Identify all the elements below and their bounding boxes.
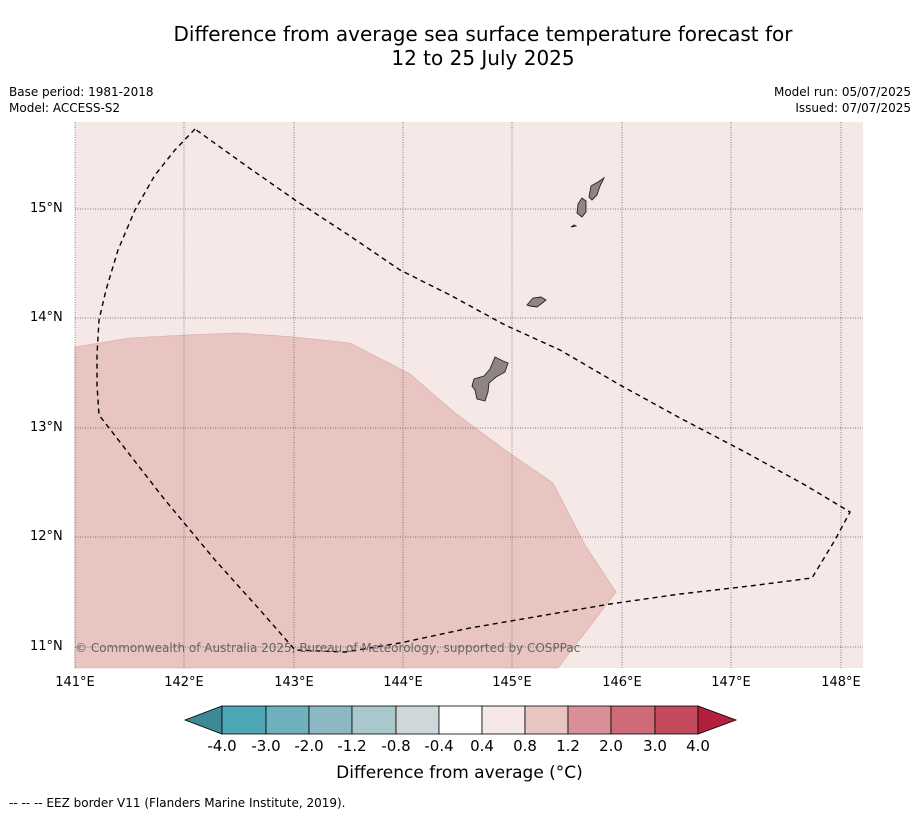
eez-border (96, 128, 851, 653)
colorbar-bin-2 (265, 705, 310, 735)
lat-label-15n: 15°N (30, 201, 63, 216)
colorbar-bin-3 (308, 705, 353, 735)
colorbar-tick: 0.4 (470, 737, 494, 755)
lon-label-143e: 143°E (274, 675, 314, 690)
colorbar-tick: 3.0 (643, 737, 667, 755)
colorbar-bin-4 (351, 705, 397, 735)
lon-label-146e: 146°E (602, 675, 642, 690)
lat-label-11n: 11°N (30, 639, 63, 654)
colorbar (183, 705, 738, 735)
lon-label-147e: 147°E (711, 675, 751, 690)
issued-date: Issued: 07/07/2025 (795, 101, 911, 115)
lon-label-148e: 148°E (821, 675, 861, 690)
colorbar-label: Difference from average (°C) (336, 763, 583, 783)
base-period: Base period: 1981-2018 (9, 85, 154, 99)
aguijan-islet (570, 224, 578, 228)
lon-label-145e: 145°E (492, 675, 532, 690)
colorbar-tick: -0.8 (381, 737, 411, 755)
colorbar-tick: 1.2 (556, 737, 580, 755)
title-line-2: 12 to 25 July 2025 (391, 46, 575, 70)
warm-anomaly-region (74, 332, 617, 669)
title-line-1: Difference from average sea surface temp… (173, 22, 793, 46)
tinian-island (576, 197, 587, 218)
model-run: Model run: 05/07/2025 (773, 85, 911, 99)
colorbar-bin-9 (567, 705, 612, 735)
eez-footnote: -- -- -- EEZ border V11 (Flanders Marine… (9, 796, 346, 810)
colorbar-tick: -0.4 (424, 737, 454, 755)
copyright-notice: © Commonwealth of Australia 2025, Bureau… (75, 641, 581, 655)
meta-left: Base period: 1981-2018 Model: ACCESS-S2 (9, 84, 154, 116)
colorbar-tick: 0.8 (513, 737, 537, 755)
colorbar-tick: -2.0 (294, 737, 324, 755)
guam-island (471, 356, 509, 402)
colorbar-tick: -1.2 (337, 737, 367, 755)
colorbar-bin-11 (654, 705, 699, 735)
lat-label-12n: 12°N (30, 529, 63, 544)
colorbar-bin-5 (395, 705, 440, 735)
lat-label-13n: 13°N (30, 420, 63, 435)
colorbar-tick: 2.0 (599, 737, 623, 755)
meta-right: Model run: 05/07/2025 Issued: 07/07/2025 (774, 84, 911, 116)
colorbar-bin-10 (610, 705, 656, 735)
lon-label-142e: 142°E (164, 675, 204, 690)
colorbar-over-arrow (697, 705, 738, 735)
map-title: Difference from average sea surface temp… (60, 22, 906, 70)
islands (471, 176, 606, 402)
model-name: Model: ACCESS-S2 (9, 101, 121, 115)
colorbar-bin-6 (438, 705, 483, 735)
colorbar-bin-1 (221, 705, 267, 735)
rota-island (526, 296, 547, 308)
gridlines (74, 122, 863, 668)
colorbar-tick: 4.0 (686, 737, 710, 755)
colorbar-under-arrow (183, 705, 223, 735)
lon-label-144e: 144°E (383, 675, 423, 690)
saipan-island (588, 176, 606, 201)
colorbar-bin-7 (481, 705, 526, 735)
lon-label-141e: 141°E (55, 675, 95, 690)
lat-label-14n: 14°N (30, 310, 63, 325)
colorbar-tick: -4.0 (207, 737, 237, 755)
colorbar-tick: -3.0 (251, 737, 281, 755)
colorbar-bin-8 (524, 705, 569, 735)
